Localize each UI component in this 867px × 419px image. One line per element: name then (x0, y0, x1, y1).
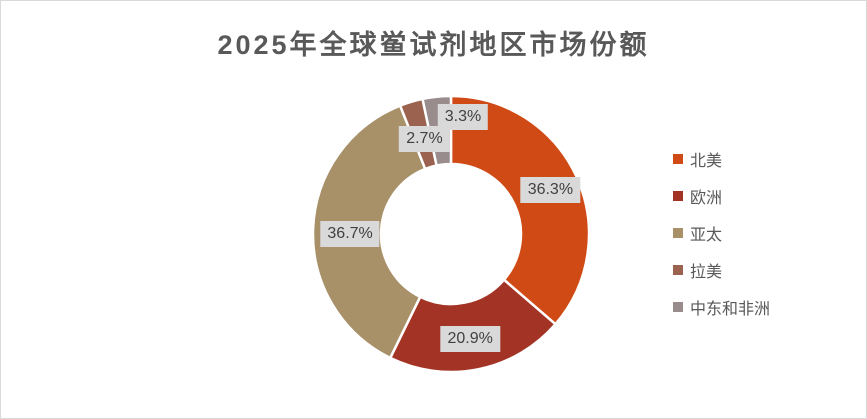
legend-swatch (673, 191, 683, 201)
legend-label: 中东和非洲 (690, 301, 771, 318)
legend-swatch (673, 228, 683, 238)
legend-item: 亚太 (673, 225, 770, 244)
legend-label: 欧洲 (690, 190, 723, 207)
chart-title: 2025年全球鲎试剂地区市场份额 (217, 30, 650, 60)
legend-label: 亚太 (690, 227, 723, 244)
legend-item: 欧洲 (673, 188, 770, 207)
legend-item: 拉美 (673, 262, 770, 281)
donut-slice-2 (311, 104, 427, 360)
legend-item: 北美 (673, 151, 770, 170)
legend-item: 中东和非洲 (673, 299, 770, 318)
legend-swatch (673, 302, 683, 312)
donut-slice-0 (449, 94, 591, 326)
legend-label: 拉美 (690, 264, 723, 281)
legend-swatch (673, 154, 683, 164)
legend-label: 北美 (690, 153, 723, 170)
legend: 北美欧洲亚太拉美中东和非洲 (673, 151, 770, 336)
donut-slice-1 (388, 278, 557, 374)
legend-swatch (673, 265, 683, 275)
